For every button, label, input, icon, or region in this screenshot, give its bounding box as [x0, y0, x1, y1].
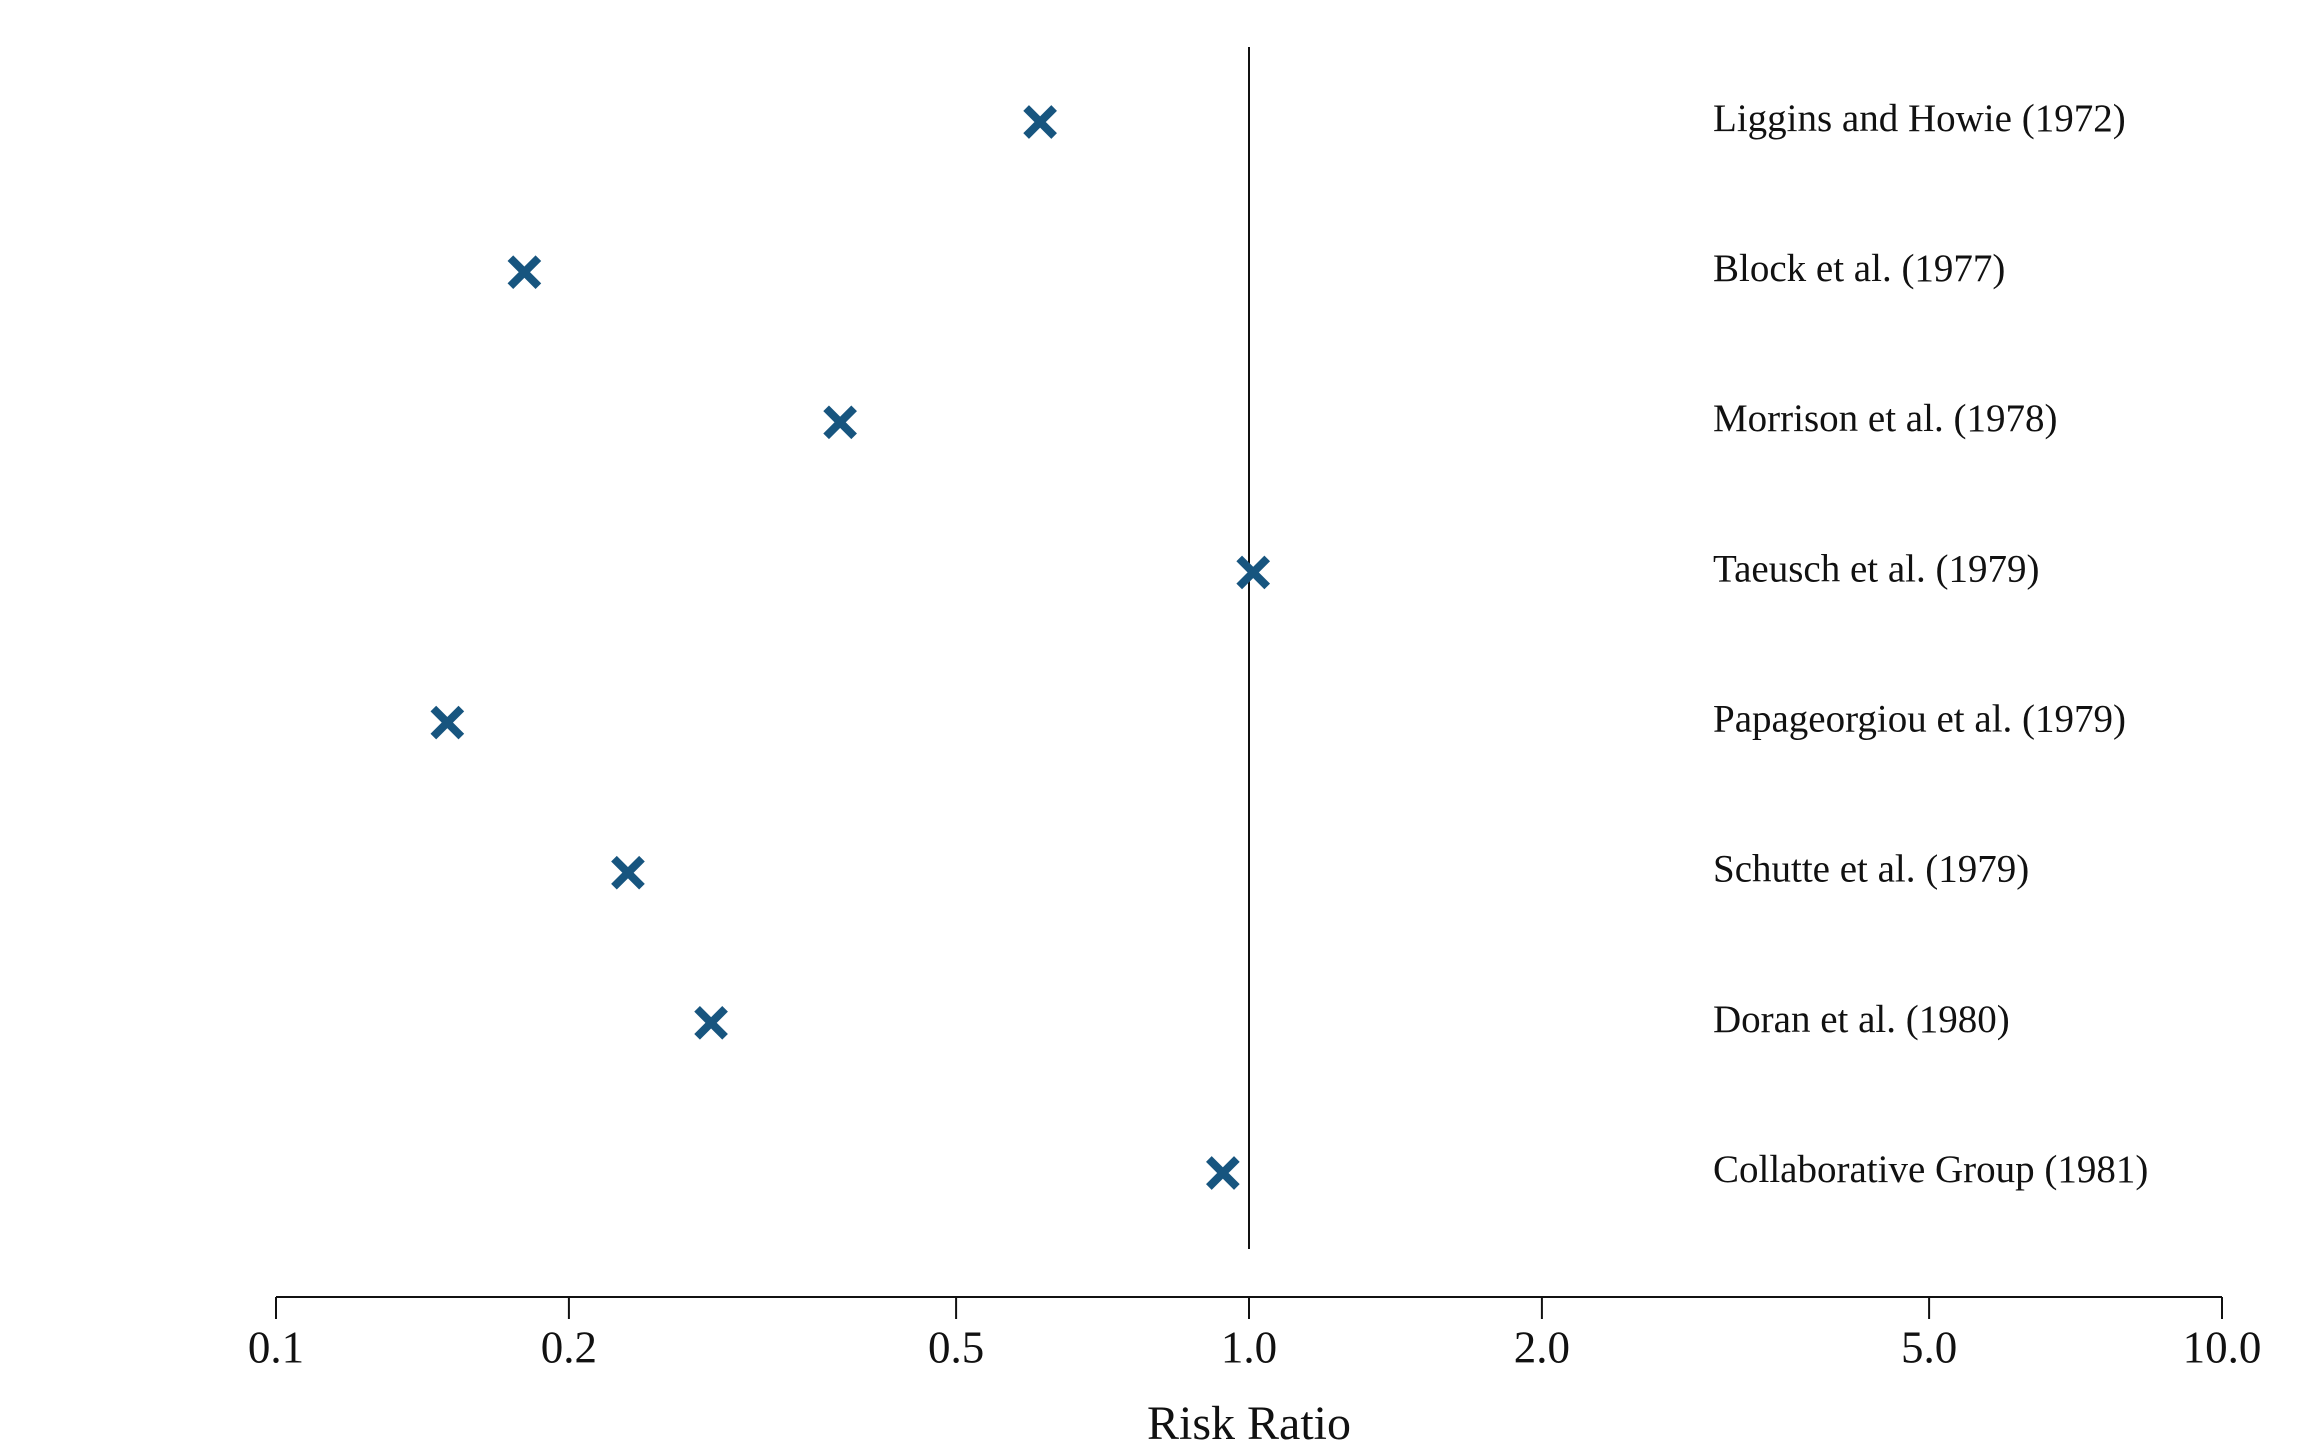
x-tick-label: 5.0: [1901, 1322, 1957, 1372]
x-axis-title: Risk Ratio: [1147, 1397, 1351, 1440]
point-marker: [507, 255, 542, 289]
study-label: Morrison et al. (1978): [1713, 397, 2057, 440]
x-tick-label: 1.0: [1221, 1322, 1277, 1372]
x-tick-label: 10.0: [2183, 1322, 2262, 1372]
point-marker: [823, 405, 857, 440]
point-marker: [1236, 555, 1271, 590]
study-label: Schutte et al. (1979): [1713, 848, 2029, 891]
study-label: Papageorgiou et al. (1979): [1713, 698, 2126, 741]
point-marker: [1023, 105, 1057, 139]
study-label: Block et al. (1977): [1713, 247, 2005, 290]
point-marker: [430, 705, 465, 740]
x-tick-label: 0.5: [928, 1322, 984, 1372]
point-marker: [611, 855, 645, 890]
x-tick-label: 2.0: [1514, 1322, 1570, 1372]
point-marker: [694, 1006, 728, 1040]
study-label: Collaborative Group (1981): [1713, 1148, 2148, 1191]
study-label: Doran et al. (1980): [1713, 998, 2010, 1041]
x-tick-label: 0.1: [248, 1322, 304, 1372]
study-label: Liggins and Howie (1972): [1713, 97, 2126, 140]
x-tick-label: 0.2: [541, 1322, 597, 1372]
study-label: Taeusch et al. (1979): [1713, 547, 2039, 590]
point-marker: [1206, 1156, 1240, 1190]
